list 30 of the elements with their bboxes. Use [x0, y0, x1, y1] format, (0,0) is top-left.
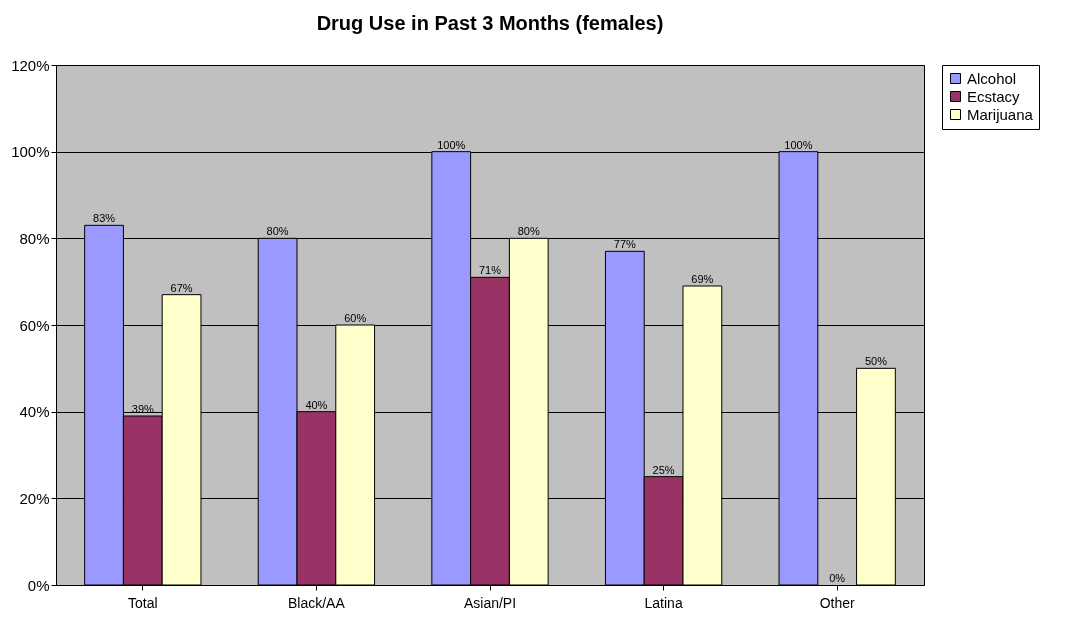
- data-label: 80%: [517, 225, 540, 238]
- data-label: 71%: [478, 264, 502, 277]
- data-label: 69%: [691, 273, 714, 285]
- chart-title: Drug Use in Past 3 Months (females): [316, 12, 664, 34]
- data-label: 50%: [864, 355, 888, 368]
- x-tick-label: Other: [819, 594, 856, 611]
- x-tick-label: Asian/PI: [463, 594, 517, 611]
- data-label: 67%: [170, 281, 193, 294]
- data-label: 40%: [305, 398, 328, 411]
- data-label: 80%: [266, 225, 289, 238]
- data-label: 83%: [93, 212, 116, 225]
- data-label: 100%: [437, 138, 466, 151]
- legend-label: Ecstacy: [967, 87, 1021, 105]
- x-tick-label: Latina: [644, 594, 683, 611]
- y-tick-label: 100%: [11, 143, 50, 161]
- data-label: 0%: [829, 572, 846, 584]
- y-tick-label: 120%: [11, 56, 50, 74]
- data-label: 60%: [344, 312, 367, 324]
- data-label: 100%: [784, 138, 813, 151]
- legend-label: Alcohol: [967, 69, 1017, 87]
- x-tick-label: Total: [128, 594, 158, 611]
- y-tick-label: 20%: [19, 489, 50, 507]
- x-tick-label: Black/AA: [287, 594, 346, 611]
- y-tick-label: 40%: [19, 403, 50, 421]
- legend-label: Marijuana: [967, 105, 1034, 123]
- y-tick-label: 0%: [27, 576, 50, 594]
- y-tick-label: 80%: [19, 229, 50, 247]
- data-label: 25%: [652, 463, 675, 476]
- y-tick-label: 60%: [19, 316, 50, 334]
- data-label: 77%: [613, 238, 637, 251]
